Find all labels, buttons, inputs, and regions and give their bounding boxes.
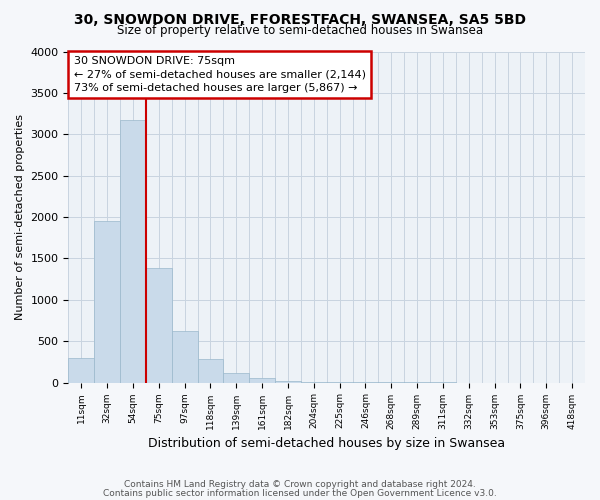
- Bar: [172, 332, 197, 382]
- Text: Contains public sector information licensed under the Open Government Licence v3: Contains public sector information licen…: [103, 488, 497, 498]
- Bar: [249, 378, 275, 382]
- Bar: [120, 120, 146, 382]
- Text: Size of property relative to semi-detached houses in Swansea: Size of property relative to semi-detach…: [117, 24, 483, 37]
- Text: Contains HM Land Registry data © Crown copyright and database right 2024.: Contains HM Land Registry data © Crown c…: [124, 480, 476, 489]
- Text: 30, SNOWDON DRIVE, FFORESTFACH, SWANSEA, SA5 5BD: 30, SNOWDON DRIVE, FFORESTFACH, SWANSEA,…: [74, 12, 526, 26]
- Bar: [146, 268, 172, 382]
- Text: 30 SNOWDON DRIVE: 75sqm
← 27% of semi-detached houses are smaller (2,144)
73% of: 30 SNOWDON DRIVE: 75sqm ← 27% of semi-de…: [74, 56, 365, 93]
- Bar: [275, 381, 301, 382]
- Bar: [68, 358, 94, 382]
- Y-axis label: Number of semi-detached properties: Number of semi-detached properties: [15, 114, 25, 320]
- X-axis label: Distribution of semi-detached houses by size in Swansea: Distribution of semi-detached houses by …: [148, 437, 505, 450]
- Bar: [223, 374, 249, 382]
- Bar: [197, 358, 223, 382]
- Bar: [94, 221, 120, 382]
